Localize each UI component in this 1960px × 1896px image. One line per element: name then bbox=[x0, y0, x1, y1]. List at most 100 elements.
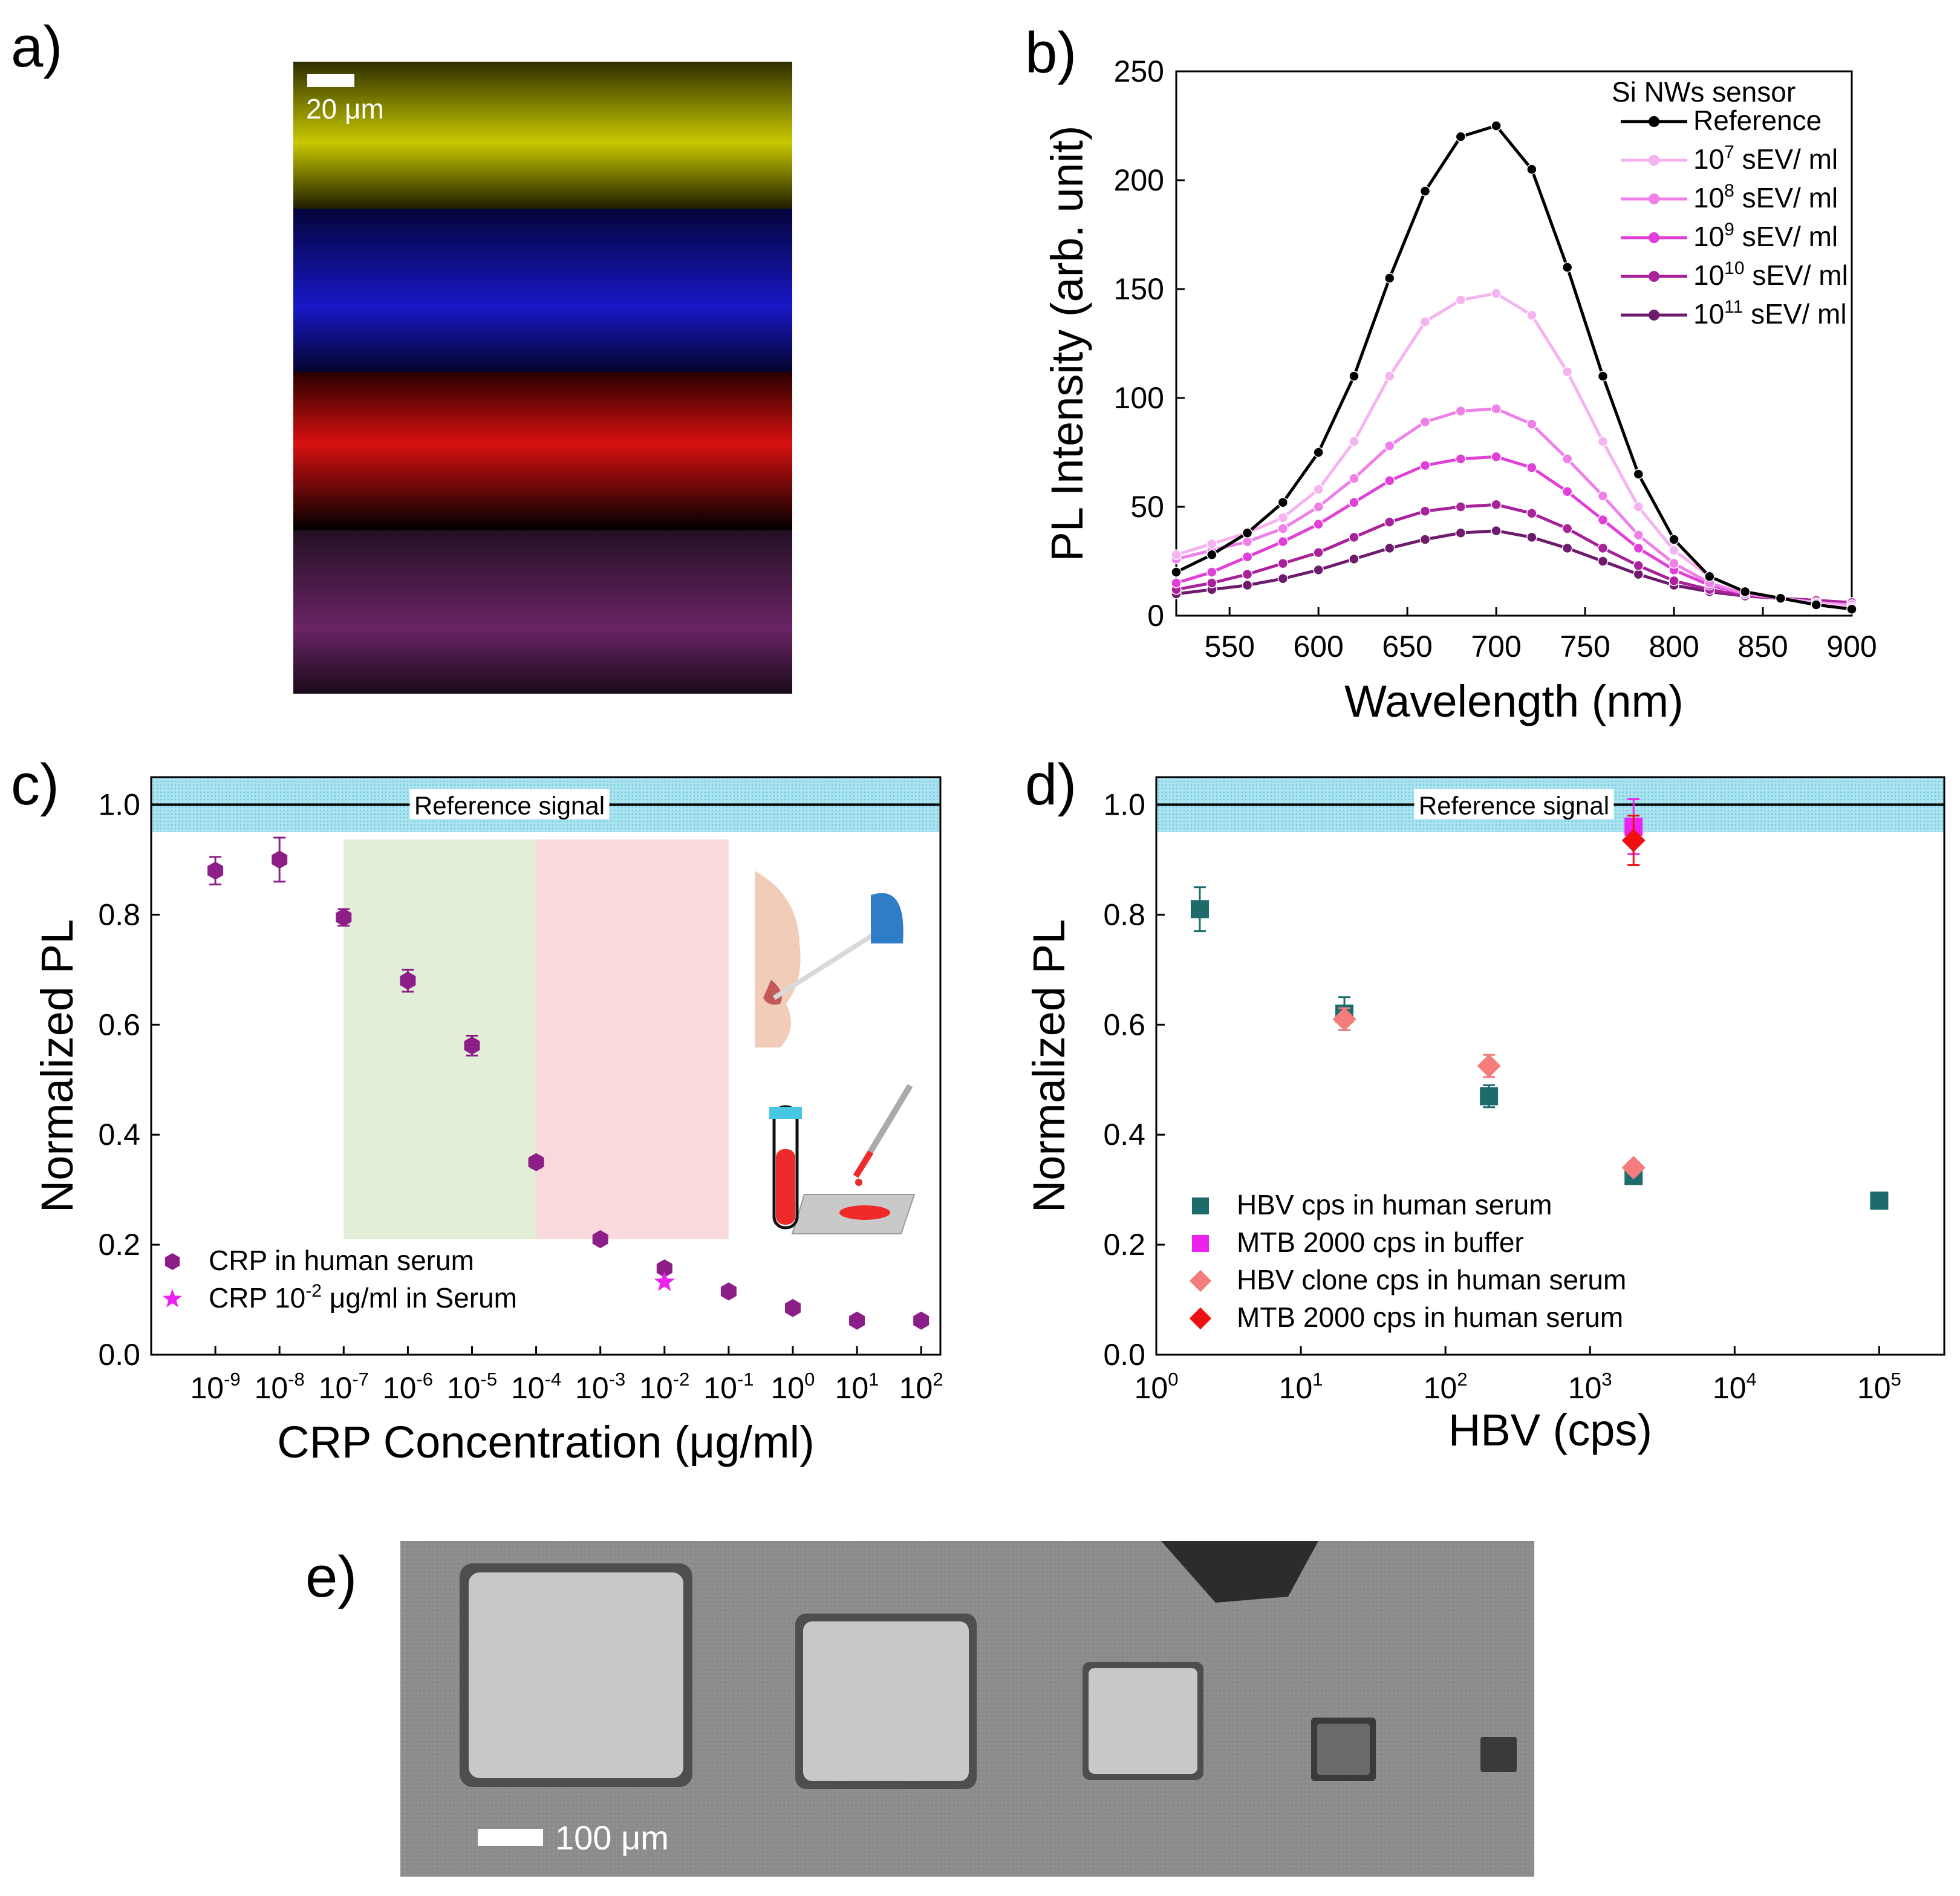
legend-marker bbox=[1649, 232, 1659, 243]
legend-marker bbox=[1189, 1269, 1212, 1292]
y-tick-label: 150 bbox=[1114, 272, 1164, 306]
legend-label: MTB 2000 cps in human serum bbox=[1237, 1301, 1623, 1333]
x-tick-label: 10-7 bbox=[319, 1369, 369, 1405]
data-point bbox=[1561, 486, 1573, 497]
panel-b-chart: 550 600 650 700 750 800 850 900 0 50 100 150 200 250 W… bbox=[1042, 54, 1877, 726]
data-point bbox=[654, 1271, 675, 1291]
plot-frame bbox=[1155, 776, 1945, 1356]
y-tick-label: 100 bbox=[1114, 381, 1164, 415]
y-tick-label: 50 bbox=[1130, 490, 1164, 524]
panel-d-label: d) bbox=[1025, 752, 1076, 817]
data-point bbox=[207, 861, 224, 880]
legend-marker bbox=[1649, 116, 1659, 127]
y-tick-label: 1.0 bbox=[98, 787, 140, 821]
legend-marker bbox=[1649, 271, 1659, 282]
data-point bbox=[1597, 436, 1609, 447]
data-point bbox=[1419, 186, 1431, 197]
data-point bbox=[1477, 1054, 1501, 1078]
plot-frame bbox=[1175, 70, 1853, 617]
x-tick-label: 10-9 bbox=[190, 1369, 240, 1405]
y-tick-label: 0.4 bbox=[1103, 1118, 1145, 1152]
legend-label: MTB 2000 cps in buffer bbox=[1237, 1227, 1524, 1258]
data-point bbox=[1242, 579, 1253, 591]
panel-d-chart: Reference signal 0.0 0.2 0.4 0.6 0.8 1.0 100 101… bbox=[1024, 776, 1945, 1455]
legend-title: Si NWs sensor bbox=[1612, 76, 1796, 108]
data-point bbox=[1669, 545, 1679, 556]
data-point bbox=[1384, 371, 1395, 382]
data-point bbox=[1277, 536, 1289, 547]
data-point bbox=[1526, 462, 1537, 473]
y-tick-label: 250 bbox=[1114, 54, 1164, 88]
x-tick-label: 550 bbox=[1204, 630, 1254, 663]
data-point bbox=[1491, 403, 1502, 414]
data-point bbox=[1419, 506, 1431, 516]
data-point bbox=[1633, 530, 1644, 541]
x-tick-label: 600 bbox=[1293, 630, 1343, 663]
data-point bbox=[1526, 164, 1537, 175]
legend-marker bbox=[1192, 1197, 1209, 1214]
x-tick-label: 10-3 bbox=[575, 1369, 625, 1405]
data-point bbox=[656, 1259, 672, 1278]
data-point bbox=[1597, 542, 1609, 554]
scale-bar-e bbox=[478, 1829, 543, 1846]
data-point bbox=[1171, 578, 1182, 588]
data-point bbox=[1277, 497, 1289, 508]
data-point bbox=[1349, 473, 1359, 484]
data-point bbox=[1597, 556, 1609, 567]
data-point bbox=[1739, 586, 1751, 598]
y-axis-title: Normalized PL bbox=[32, 919, 82, 1213]
data-point bbox=[1633, 560, 1644, 571]
x-tick-label: 102 bbox=[899, 1369, 943, 1405]
data-point bbox=[1313, 447, 1324, 458]
x-tick-label: 103 bbox=[1568, 1369, 1612, 1405]
data-point bbox=[1313, 547, 1324, 558]
plot-frame bbox=[150, 776, 942, 1356]
data-point bbox=[1384, 542, 1395, 554]
data-point bbox=[1561, 542, 1573, 554]
data-point bbox=[1669, 558, 1679, 569]
data-point bbox=[1171, 567, 1182, 578]
series-line bbox=[1176, 292, 1852, 609]
data-point bbox=[1633, 469, 1644, 480]
data-point bbox=[1206, 538, 1217, 549]
legend-marker bbox=[1192, 1235, 1209, 1252]
reference-label-box bbox=[1414, 789, 1614, 819]
data-point bbox=[1313, 564, 1324, 576]
x-axis-title: HBV (cps) bbox=[1448, 1405, 1652, 1455]
data-point bbox=[1242, 536, 1253, 547]
data-point bbox=[1561, 262, 1573, 273]
x-tick-label: 650 bbox=[1382, 630, 1432, 663]
x-axis-title: Wavelength (nm) bbox=[1344, 676, 1684, 726]
data-point bbox=[1384, 475, 1395, 486]
data-point bbox=[1669, 575, 1679, 587]
micrograph-stripe-blue bbox=[293, 209, 792, 372]
data-point bbox=[1669, 534, 1679, 545]
legend-label: 108 sEV/ ml bbox=[1693, 181, 1838, 213]
x-tick-label: 104 bbox=[1713, 1369, 1757, 1405]
data-point bbox=[1384, 440, 1395, 451]
y-axis-title: Normalized PL bbox=[1024, 919, 1074, 1213]
micrograph-stripe-yellow bbox=[293, 62, 792, 209]
data-point bbox=[1561, 523, 1573, 534]
x-tick-label: 100 bbox=[771, 1369, 815, 1405]
data-point bbox=[1349, 436, 1359, 447]
data-point bbox=[1242, 527, 1253, 538]
x-tick-label: 800 bbox=[1649, 630, 1699, 663]
y-tick-label: 0.2 bbox=[98, 1228, 140, 1262]
legend-label: 1010 sEV/ ml bbox=[1693, 258, 1848, 291]
data-point bbox=[1242, 568, 1253, 580]
reference-label: Reference signal bbox=[414, 791, 605, 819]
micrograph-stripe-red bbox=[293, 372, 792, 530]
data-point bbox=[1206, 567, 1217, 578]
data-point bbox=[1190, 900, 1209, 919]
y-tick-label: 0.6 bbox=[98, 1008, 140, 1041]
x-tick-label: 700 bbox=[1471, 630, 1521, 663]
y-tick-label: 0.2 bbox=[1103, 1228, 1145, 1262]
panel-c-chart: Reference signal 0.0 0.2 0.4 0.6 0.8 1.0 10-9 10… bbox=[32, 776, 943, 1467]
data-point bbox=[1384, 273, 1395, 284]
legend-label: Reference bbox=[1693, 105, 1822, 136]
x-tick-label: 10-5 bbox=[447, 1369, 497, 1405]
x-tick-label: 10-4 bbox=[511, 1369, 561, 1405]
y-tick-label: 0.8 bbox=[98, 898, 140, 931]
